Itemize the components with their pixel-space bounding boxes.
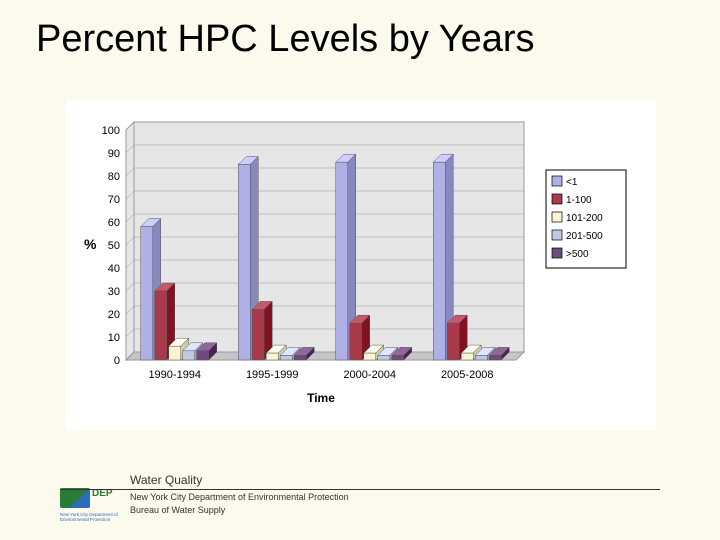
svg-text:40: 40 xyxy=(108,263,120,275)
svg-text:201-500: 201-500 xyxy=(566,231,603,242)
svg-text:100: 100 xyxy=(102,125,120,137)
svg-text:50: 50 xyxy=(108,240,120,252)
footer-section: Water Quality xyxy=(60,473,660,490)
svg-text:1995-1999: 1995-1999 xyxy=(246,369,299,381)
svg-text:2000-2004: 2000-2004 xyxy=(343,369,396,381)
slide-title: Percent HPC Levels by Years xyxy=(36,18,535,61)
footer: Water Quality New York City Department o… xyxy=(60,473,660,516)
footer-line2: Bureau of Water Supply xyxy=(60,503,660,516)
svg-text:70: 70 xyxy=(108,194,120,206)
svg-text:0: 0 xyxy=(114,355,120,367)
svg-text:60: 60 xyxy=(108,217,120,229)
svg-text:1990-1994: 1990-1994 xyxy=(148,369,201,381)
svg-text:<1: <1 xyxy=(566,177,578,188)
svg-text:20: 20 xyxy=(108,309,120,321)
footer-line1: New York City Department of Environmenta… xyxy=(60,490,660,503)
svg-text:30: 30 xyxy=(108,286,120,298)
svg-text:2005-2008: 2005-2008 xyxy=(441,369,494,381)
chart-container: 0 10 20 30 40 50 60 70 80 90 100% 1990-1994 1995-199… xyxy=(66,100,656,430)
svg-text:10: 10 xyxy=(108,332,120,344)
svg-text:>500: >500 xyxy=(566,249,589,260)
svg-text:80: 80 xyxy=(108,171,120,183)
hpc-bar-chart: 0 10 20 30 40 50 60 70 80 90 100% 1990-1994 1995-199… xyxy=(66,100,656,430)
svg-text:Time: Time xyxy=(307,391,335,405)
svg-text:%: % xyxy=(84,236,97,252)
svg-text:90: 90 xyxy=(108,148,120,160)
slide: Percent HPC Levels by Years 0 10 20 30 40 50 6… xyxy=(0,0,720,540)
svg-text:1-100: 1-100 xyxy=(566,195,592,206)
svg-text:101-200: 101-200 xyxy=(566,213,603,224)
